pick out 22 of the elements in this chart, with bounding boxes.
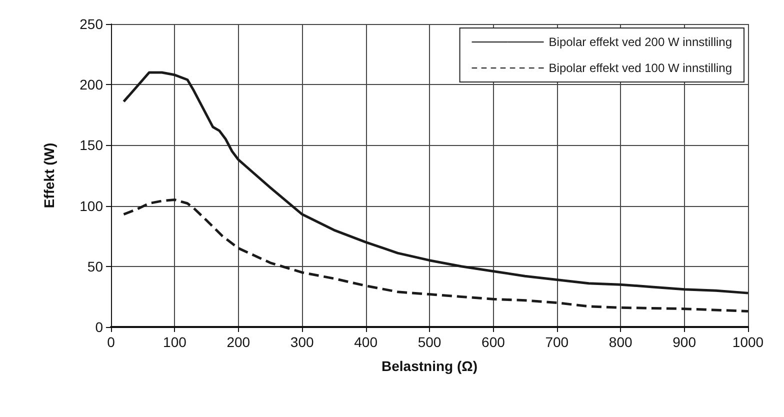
x-tick-label: 0 <box>107 334 116 350</box>
x-tick-label: 1000 <box>732 334 764 350</box>
x-tick-label: 900 <box>672 334 696 350</box>
x-axis-title: Belastning (Ω) <box>381 358 478 374</box>
legend-label: Bipolar effekt ved 200 W innstilling <box>548 35 732 49</box>
y-tick-label: 0 <box>95 319 104 335</box>
y-tick-label: 100 <box>80 198 104 214</box>
x-tick-label: 200 <box>226 334 250 350</box>
y-tick-label: 200 <box>80 76 104 93</box>
x-tick-label: 400 <box>354 334 378 350</box>
y-tick-label: 150 <box>80 137 104 154</box>
y-axis-title: Effekt (W) <box>41 142 57 208</box>
x-tick-label: 100 <box>163 334 187 350</box>
y-tick-label: 50 <box>87 258 104 274</box>
line-series <box>122 198 750 312</box>
x-tick-label: 300 <box>290 334 314 350</box>
x-tick-label: 700 <box>545 334 569 350</box>
x-tick-label: 600 <box>482 334 506 350</box>
y-tick-label: 250 <box>80 16 104 32</box>
x-tick-label: 500 <box>418 334 442 350</box>
legend-label: Bipolar effekt ved 100 W innstilling <box>548 61 732 75</box>
x-tick-label: 800 <box>608 334 632 350</box>
